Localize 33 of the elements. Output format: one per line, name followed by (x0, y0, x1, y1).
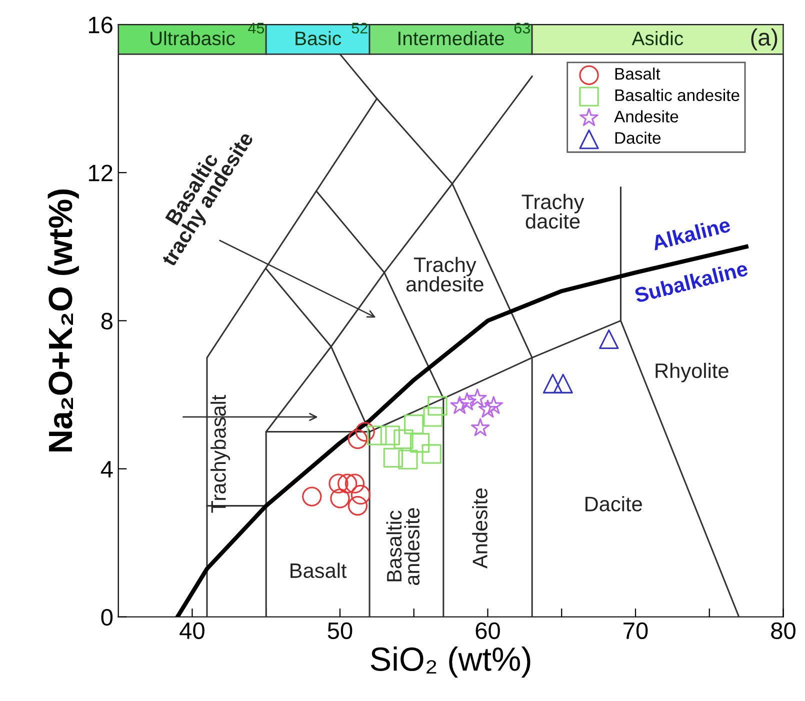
y-tick-label: 0 (101, 608, 113, 626)
band-label: Basic (296, 31, 342, 46)
x-tick-label: 60 (476, 622, 500, 640)
y-tick-label: 12 (89, 164, 112, 182)
y-tick-label: 16 (89, 16, 112, 34)
y-axis-title: Na₂O+K₂O (wt%) (48, 189, 79, 452)
annotation: Rhyolite (656, 362, 728, 382)
x-tick-label: 70 (624, 622, 648, 640)
y-tick-label: 8 (101, 312, 112, 330)
annotation: Trachy andesite (406, 256, 484, 292)
annotation: Dacite (586, 496, 642, 512)
annotation: 45 (248, 22, 264, 34)
annotation: Trachy dacite (522, 194, 584, 229)
x-tick-label: 50 (328, 622, 352, 640)
band-label: Ultrabasic (150, 31, 235, 46)
band-label: Intermediate (398, 31, 504, 46)
annotation: Trachybasalt (210, 394, 230, 513)
y-tick-label: 4 (100, 461, 113, 478)
annotation: (a) (751, 28, 778, 50)
x-axis-title: SiO₂ (wt%) (370, 646, 530, 678)
annotation: Alkaline (651, 216, 732, 251)
legend-label: Andesite (614, 110, 678, 122)
annotation: 52 (352, 22, 368, 34)
annotation: 63 (514, 22, 530, 34)
legend-label: Basalt (615, 67, 660, 80)
x-tick-label: 40 (180, 622, 204, 640)
legend-label: Dacite (615, 132, 661, 144)
annotation: Basaltic andesite (386, 508, 420, 586)
annotation: Basalt (290, 562, 347, 578)
annotation: Andesite (472, 488, 488, 569)
x-tick-label: 80 (771, 622, 796, 640)
band-label: Asidic (632, 31, 684, 46)
legend-label: Basaltic andesite (615, 88, 740, 102)
